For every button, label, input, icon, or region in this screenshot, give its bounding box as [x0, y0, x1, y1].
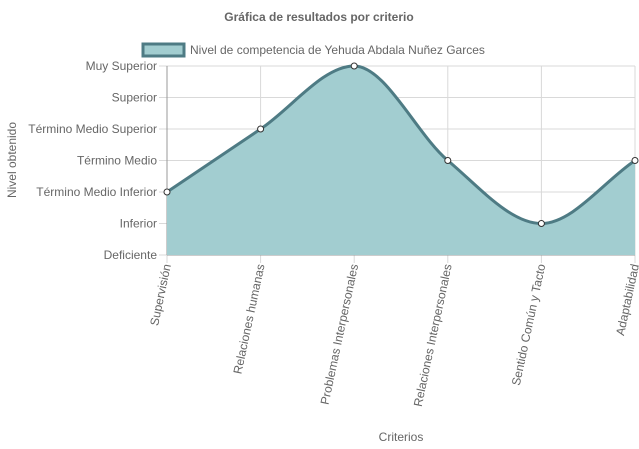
x-tick-label: Adaptabilidad — [613, 263, 639, 337]
x-tick-labels: Supervisión Relaciones humanas Problemas I… — [147, 262, 639, 407]
y-tick-label: Inferior — [120, 217, 157, 231]
y-tick-label: Término Medio Inferior — [36, 185, 157, 199]
y-tick-labels: Deficiente Inferior Término Medio Inferior… — [28, 59, 157, 262]
series-area — [167, 66, 635, 255]
legend[interactable]: Nivel de competencia de Yehuda Abdala Nu… — [141, 42, 485, 58]
x-tick-label: Supervisión — [147, 263, 174, 327]
legend-swatch — [141, 42, 186, 58]
data-point[interactable] — [631, 157, 639, 164]
x-tick-label: Relaciones Interpersonales — [411, 263, 455, 408]
y-tick-label: Deficiente — [104, 248, 158, 262]
data-points — [163, 62, 639, 227]
y-axis-title: Nivel obtenido — [5, 122, 19, 198]
y-tick-label: Término Medio Superior — [28, 122, 157, 136]
x-axis-title: Criterios — [379, 430, 424, 444]
legend-label: Nivel de competencia de Yehuda Abdala Nu… — [190, 43, 485, 57]
chart-title: Gráfica de resultados por criterio — [224, 10, 413, 24]
x-tick-label: Relaciones humanas — [231, 263, 268, 376]
y-tick-label: Muy Superior — [86, 59, 157, 73]
data-point[interactable] — [537, 220, 545, 227]
y-tick-label: Superior — [112, 91, 157, 105]
data-point[interactable] — [444, 157, 452, 164]
data-point[interactable] — [350, 62, 358, 70]
series-line — [166, 64, 636, 226]
y-tick-label: Término Medio — [77, 154, 157, 168]
data-point[interactable] — [257, 125, 265, 133]
data-point[interactable] — [163, 188, 171, 196]
x-tick-label: Sentido Común y Tacto — [509, 262, 549, 386]
x-tick-label: Problemas Interpersonales — [318, 263, 362, 406]
area-layer — [166, 64, 636, 255]
